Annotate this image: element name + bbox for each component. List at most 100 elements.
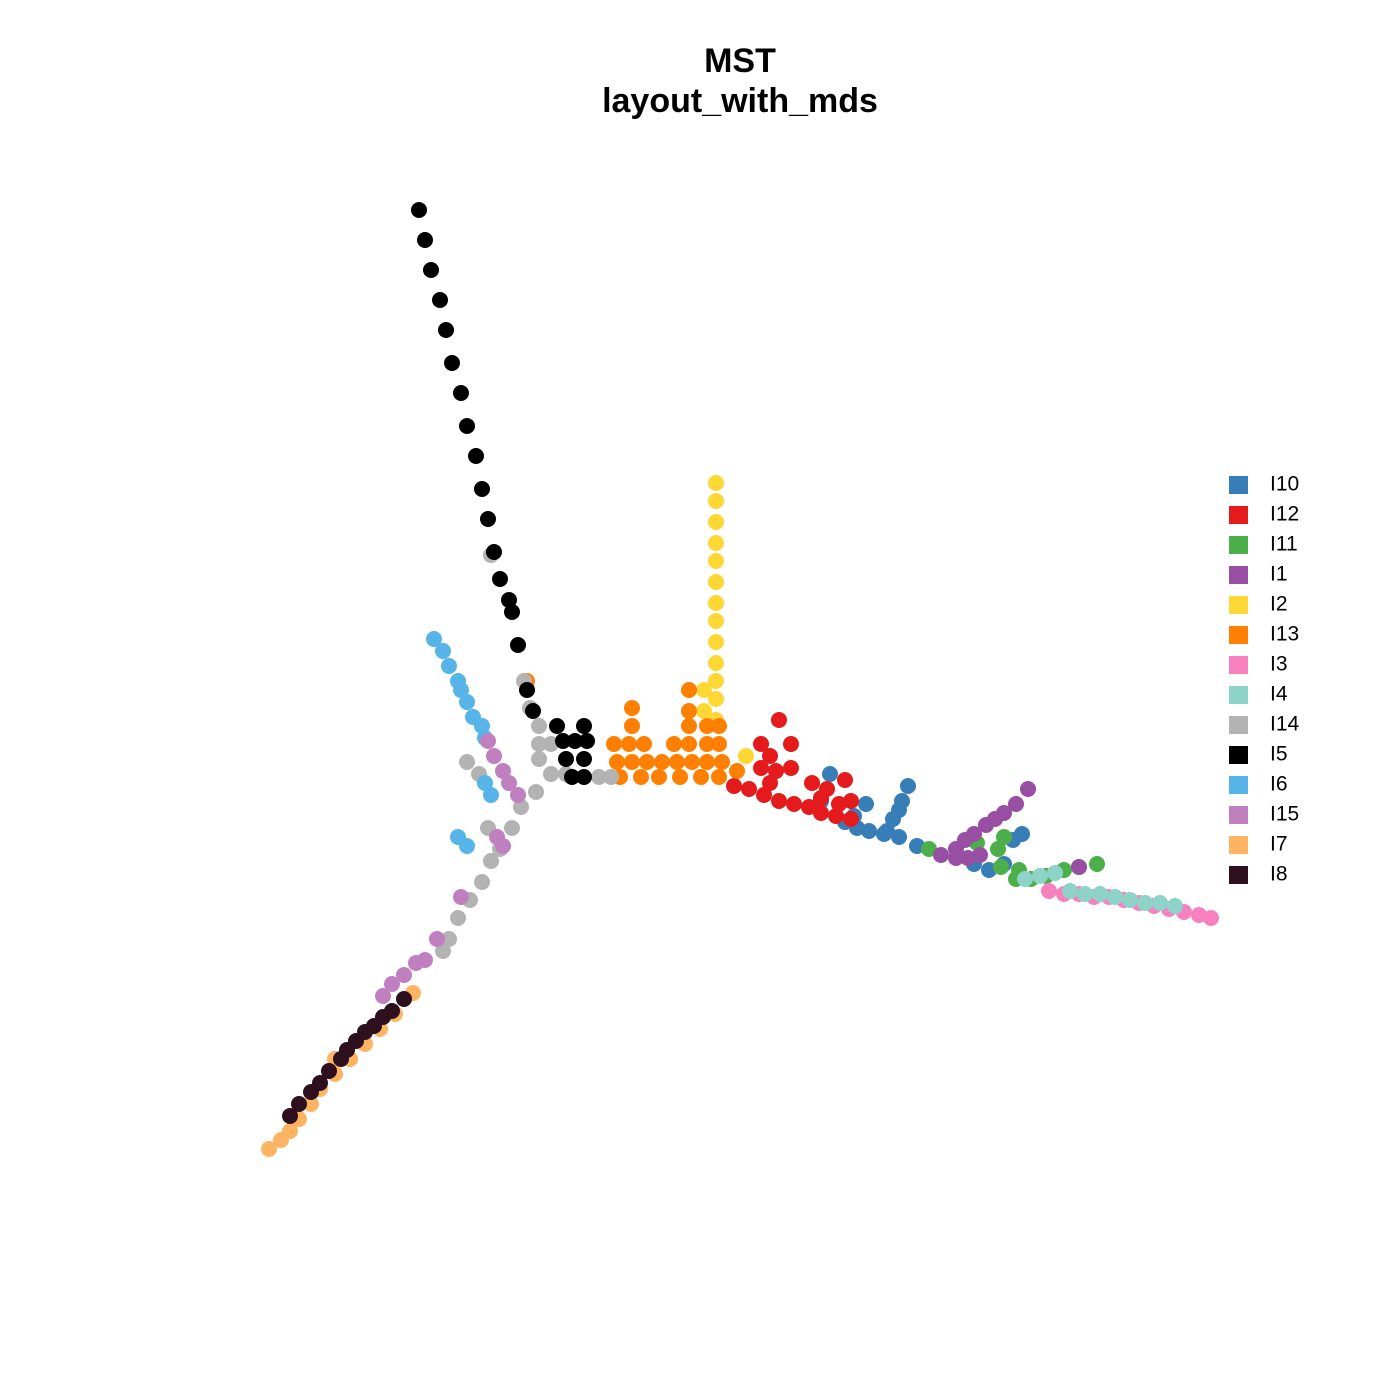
- node: [681, 703, 697, 719]
- node: [1137, 895, 1153, 911]
- node: [651, 769, 667, 785]
- legend-swatch: [1229, 866, 1248, 884]
- node: [375, 988, 391, 1004]
- node: [435, 643, 451, 659]
- node: [531, 736, 547, 752]
- legend-swatch: [1229, 806, 1248, 824]
- legend-label: I5: [1270, 743, 1288, 766]
- node: [804, 775, 820, 791]
- node: [486, 748, 502, 764]
- legend-label: I10: [1270, 473, 1299, 496]
- node: [423, 262, 439, 278]
- node: [411, 202, 427, 218]
- node: [567, 733, 583, 749]
- node: [459, 418, 475, 434]
- node: [477, 775, 493, 791]
- node: [435, 943, 451, 959]
- node: [510, 637, 526, 653]
- node: [699, 718, 715, 734]
- node: [591, 769, 607, 785]
- legend-swatch: [1229, 566, 1248, 584]
- node: [459, 754, 475, 770]
- node: [966, 826, 982, 842]
- node: [813, 805, 829, 821]
- node: [579, 733, 595, 749]
- node: [543, 766, 559, 782]
- node: [261, 1141, 277, 1157]
- node: [303, 1096, 319, 1112]
- node: [753, 760, 769, 776]
- node: [837, 772, 853, 788]
- legend-label: I4: [1270, 683, 1288, 706]
- node: [708, 493, 724, 509]
- node: [708, 613, 724, 629]
- node: [1203, 910, 1219, 926]
- node: [828, 808, 844, 824]
- node: [1020, 781, 1036, 797]
- node: [990, 841, 1006, 857]
- node: [708, 691, 724, 707]
- node: [273, 1132, 289, 1148]
- node: [633, 769, 649, 785]
- node: [708, 634, 724, 650]
- node: [813, 790, 829, 806]
- legend-label: I8: [1270, 863, 1288, 886]
- node: [708, 475, 724, 491]
- node: [543, 736, 559, 752]
- node: [576, 751, 592, 767]
- node: [525, 703, 541, 719]
- node: [564, 769, 580, 785]
- node: [495, 838, 511, 854]
- node: [621, 736, 637, 752]
- node: [396, 967, 412, 983]
- node: [1062, 883, 1078, 899]
- node: [693, 769, 709, 785]
- node: [576, 769, 592, 785]
- node: [681, 718, 697, 734]
- node: [384, 976, 400, 992]
- node: [1017, 871, 1033, 887]
- node: [519, 682, 535, 698]
- node: [639, 754, 655, 770]
- node: [492, 571, 508, 587]
- node: [738, 748, 754, 764]
- node: [450, 910, 466, 926]
- node: [843, 793, 859, 809]
- legend-label: I3: [1270, 653, 1288, 676]
- node: [654, 754, 670, 770]
- node: [681, 736, 697, 752]
- node: [453, 385, 469, 401]
- node: [696, 703, 712, 719]
- legend-label: I6: [1270, 773, 1288, 796]
- node: [714, 754, 730, 770]
- node: [933, 847, 949, 863]
- node: [708, 595, 724, 611]
- node: [1167, 898, 1183, 914]
- node: [282, 1108, 298, 1124]
- legend-swatch: [1229, 836, 1248, 854]
- node: [474, 481, 490, 497]
- node: [831, 796, 847, 812]
- node: [921, 841, 937, 857]
- node: [531, 718, 547, 734]
- node: [1191, 907, 1207, 923]
- node: [771, 793, 787, 809]
- node: [459, 838, 475, 854]
- node: [786, 796, 802, 812]
- node: [1107, 889, 1123, 905]
- node: [501, 592, 517, 608]
- node: [909, 838, 925, 854]
- node: [1071, 859, 1087, 875]
- node: [669, 754, 685, 770]
- node: [762, 748, 778, 764]
- node: [981, 862, 997, 878]
- node: [885, 811, 901, 827]
- node: [768, 763, 784, 779]
- node: [624, 754, 640, 770]
- legend-label: I1: [1270, 563, 1288, 586]
- node: [858, 796, 874, 812]
- node: [711, 769, 727, 785]
- node: [606, 736, 622, 752]
- node: [891, 829, 907, 845]
- legend-swatch: [1229, 746, 1248, 764]
